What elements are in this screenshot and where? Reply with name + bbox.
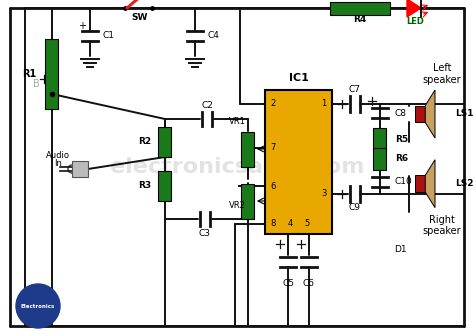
Bar <box>374 148 386 170</box>
Text: LS1: LS1 <box>455 110 474 119</box>
Text: 6: 6 <box>270 182 276 191</box>
Bar <box>46 39 58 109</box>
Text: 8: 8 <box>270 219 276 228</box>
Text: VR1: VR1 <box>229 117 246 126</box>
Text: C4: C4 <box>208 30 220 39</box>
Text: electronicsarea.com: electronicsarea.com <box>110 157 364 177</box>
Text: B: B <box>33 79 40 89</box>
Text: LED: LED <box>406 16 424 25</box>
Text: C8: C8 <box>395 109 407 118</box>
Text: C1: C1 <box>103 30 115 39</box>
Text: C9: C9 <box>349 203 361 212</box>
Bar <box>330 1 390 14</box>
Text: R6: R6 <box>395 154 408 163</box>
Text: R5: R5 <box>395 135 408 144</box>
Bar <box>374 128 386 150</box>
Polygon shape <box>425 160 435 208</box>
Bar <box>415 175 425 192</box>
Text: R3: R3 <box>138 181 151 190</box>
Text: IC1: IC1 <box>289 73 309 83</box>
Text: LS2: LS2 <box>455 179 474 188</box>
Bar <box>72 161 88 177</box>
Polygon shape <box>425 90 435 138</box>
Text: D1: D1 <box>394 244 406 254</box>
Text: R4: R4 <box>354 15 366 24</box>
Bar <box>241 183 255 218</box>
Text: 2: 2 <box>270 100 275 109</box>
Text: R2: R2 <box>138 138 151 147</box>
Text: In: In <box>54 160 62 168</box>
Text: C7: C7 <box>349 86 361 95</box>
Text: 1: 1 <box>321 100 327 109</box>
Text: C5: C5 <box>283 280 294 289</box>
Text: C6: C6 <box>302 280 315 289</box>
Circle shape <box>16 284 60 328</box>
Bar <box>158 127 172 157</box>
Text: Audio: Audio <box>46 151 70 160</box>
Text: 5: 5 <box>304 219 309 228</box>
Bar <box>241 132 255 167</box>
Text: Right
speaker: Right speaker <box>423 215 461 236</box>
Text: C10: C10 <box>395 177 413 186</box>
Text: Left
speaker: Left speaker <box>423 63 461 85</box>
Text: C3: C3 <box>199 228 211 237</box>
Bar <box>158 171 172 201</box>
Text: 4: 4 <box>288 219 293 228</box>
Text: 3: 3 <box>321 189 327 198</box>
Polygon shape <box>407 0 421 17</box>
Text: 7: 7 <box>270 143 276 152</box>
Text: VR2: VR2 <box>229 201 246 210</box>
Bar <box>415 106 425 122</box>
Text: C2: C2 <box>201 102 213 111</box>
Bar <box>265 90 332 234</box>
Text: Electronics: Electronics <box>21 304 55 309</box>
Text: R1: R1 <box>22 69 36 79</box>
Text: +: + <box>78 21 86 31</box>
Text: SW: SW <box>132 13 148 22</box>
